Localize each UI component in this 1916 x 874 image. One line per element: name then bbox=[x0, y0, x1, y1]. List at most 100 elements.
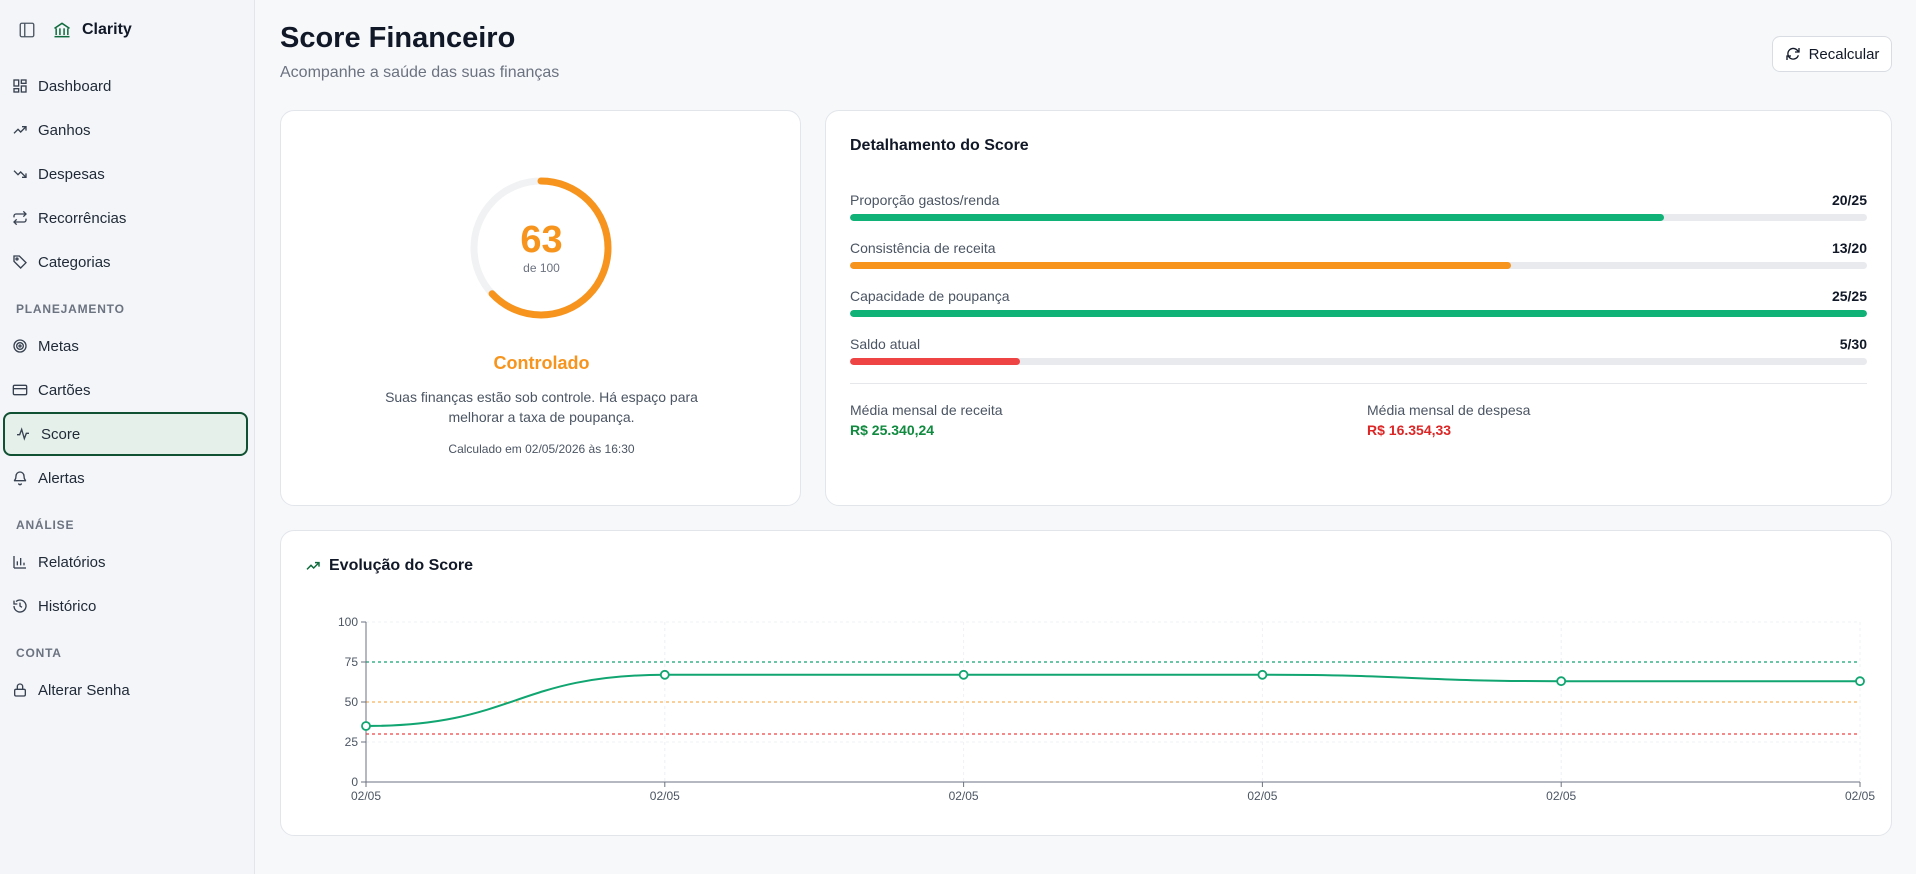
detail-bar-label: Proporção gastos/renda bbox=[850, 192, 1000, 208]
sidebar-toggle-icon[interactable] bbox=[18, 21, 36, 39]
data-point bbox=[1855, 676, 1865, 687]
data-point bbox=[1556, 676, 1567, 687]
sidebar-item-label: Alterar Senha bbox=[38, 681, 130, 699]
sidebar-item-label: Dashboard bbox=[38, 77, 112, 95]
score-value: 63 bbox=[520, 219, 563, 261]
score-calculated-at: Calculado em 02/05/2026 às 16:30 bbox=[448, 442, 635, 456]
refresh-icon bbox=[1785, 46, 1801, 62]
tags-icon bbox=[12, 254, 28, 270]
detail-bar-value: 13/20 bbox=[1831, 240, 1867, 256]
detail-bar-fill bbox=[850, 358, 1020, 365]
sidebar-item-label: Ganhos bbox=[38, 121, 91, 139]
trending-down-icon bbox=[12, 166, 28, 182]
detail-bar-track bbox=[850, 358, 1867, 365]
sidebar-item-label: Recorrências bbox=[38, 209, 127, 227]
history-icon bbox=[12, 598, 28, 614]
brand: Clarity bbox=[18, 18, 132, 42]
app-name: Clarity bbox=[82, 21, 132, 38]
sidebar-item-label: Histórico bbox=[38, 597, 97, 615]
sidebar-item-alterar-senha[interactable]: Alterar Senha bbox=[3, 669, 248, 711]
sidebar-item-label: Despesas bbox=[38, 165, 105, 183]
sidebar-item-dashboard[interactable]: Dashboard bbox=[3, 65, 248, 107]
sidebar: Clarity Dashboard Ganhos Despesas Recorr… bbox=[0, 0, 255, 874]
y-tick-label: 75 bbox=[345, 655, 359, 669]
data-point bbox=[1257, 669, 1268, 680]
x-tick-label: 02/05 bbox=[949, 789, 979, 803]
activity-icon bbox=[15, 426, 31, 442]
detail-bar-value: 5/30 bbox=[1839, 336, 1867, 352]
data-point bbox=[659, 669, 670, 680]
expense-value: R$ 16.354,33 bbox=[1367, 422, 1452, 438]
data-point bbox=[361, 721, 371, 731]
score-card: 63 de 100 Controlado Suas finanças estão… bbox=[280, 110, 801, 506]
x-tick-label: 02/05 bbox=[1247, 789, 1277, 803]
score-out-of: de 100 bbox=[523, 261, 560, 275]
evolution-title: Evolução do Score bbox=[329, 557, 474, 574]
sidebar-item-label: Score bbox=[41, 425, 81, 443]
y-tick-label: 25 bbox=[345, 735, 359, 749]
detail-bar-track bbox=[850, 310, 1867, 317]
dashboard-icon bbox=[12, 78, 28, 94]
sidebar-item-label: Metas bbox=[38, 337, 79, 355]
score-gauge-arc bbox=[470, 177, 612, 319]
trending-up-icon bbox=[12, 122, 28, 138]
score-status: Controlado bbox=[493, 353, 590, 373]
section-label-planejamento: PLANEJAMENTO bbox=[16, 302, 125, 316]
score-description: Suas finanças estão sob controle. Há esp… bbox=[385, 389, 698, 425]
sidebar-item-despesas[interactable]: Despesas bbox=[3, 153, 248, 195]
detail-bar-label: Consistência de receita bbox=[850, 240, 996, 256]
bar-chart-icon bbox=[12, 554, 28, 570]
detail-bar-value: 20/25 bbox=[1831, 192, 1867, 208]
page-title: Score Financeiro bbox=[280, 22, 516, 54]
detail-bar-fill bbox=[850, 262, 1512, 269]
credit-card-icon bbox=[12, 382, 28, 398]
y-tick-label: 50 bbox=[345, 695, 359, 709]
sidebar-item-historico[interactable]: Histórico bbox=[3, 585, 248, 627]
sidebar-item-relatorios[interactable]: Relatórios bbox=[3, 541, 248, 583]
recalcular-label: Recalcular bbox=[1808, 45, 1880, 63]
series-line bbox=[365, 673, 1860, 727]
sidebar-item-alertas[interactable]: Alertas bbox=[3, 457, 248, 499]
detail-bar-label: Saldo atual bbox=[850, 336, 921, 352]
detail-bar-label: Capacidade de poupança bbox=[850, 288, 1010, 304]
sidebar-item-categorias[interactable]: Categorias bbox=[3, 241, 248, 283]
y-tick-label: 0 bbox=[351, 775, 358, 789]
detail-bar-fill bbox=[850, 214, 1664, 221]
lock-icon bbox=[12, 682, 28, 698]
x-tick-label: 02/05 bbox=[650, 789, 680, 803]
detail-bar-track bbox=[850, 214, 1867, 221]
score-gauge bbox=[470, 177, 612, 319]
x-tick-label: 02/05 bbox=[1845, 789, 1875, 803]
sidebar-item-label: Categorias bbox=[38, 253, 111, 271]
repeat-icon bbox=[12, 210, 28, 226]
score-evolution-chart: 0 25 50 75 100 02/05 02/05 02/05 02/05 02/05 02/05 bbox=[338, 615, 1875, 803]
bank-icon bbox=[52, 20, 72, 40]
sidebar-item-label: Cartões bbox=[38, 381, 91, 399]
detail-bar-fill bbox=[850, 310, 1867, 317]
page-subtitle: Acompanhe a saúde das suas finanças bbox=[280, 64, 560, 81]
detail-bar-track bbox=[850, 262, 1867, 269]
x-tick-label: 02/05 bbox=[1546, 789, 1576, 803]
sidebar-item-recorrencias[interactable]: Recorrências bbox=[3, 197, 248, 239]
section-label-conta: CONTA bbox=[16, 646, 62, 660]
target-icon bbox=[12, 338, 28, 354]
detail-divider bbox=[850, 383, 1867, 384]
sidebar-item-score[interactable]: Score bbox=[3, 412, 248, 456]
y-tick-label: 100 bbox=[338, 615, 358, 629]
sidebar-item-cartoes[interactable]: Cartões bbox=[3, 369, 248, 411]
detail-title: Detalhamento do Score bbox=[850, 137, 1029, 154]
sidebar-item-metas[interactable]: Metas bbox=[3, 325, 248, 367]
detail-bar-value: 25/25 bbox=[1831, 288, 1867, 304]
expense-label: Média mensal de despesa bbox=[1367, 402, 1531, 418]
sidebar-item-label: Alertas bbox=[38, 469, 85, 487]
income-value: R$ 25.340,24 bbox=[850, 422, 935, 438]
data-point bbox=[958, 669, 969, 680]
x-tick-label: 02/05 bbox=[351, 789, 381, 803]
bell-icon bbox=[12, 470, 28, 486]
score-evolution-card: Evolução do Score 0 25 50 75 100 02/05 02/05 02… bbox=[280, 530, 1892, 836]
sidebar-item-ganhos[interactable]: Ganhos bbox=[3, 109, 248, 151]
income-label: Média mensal de receita bbox=[850, 402, 1003, 418]
recalcular-button[interactable]: Recalcular bbox=[1772, 36, 1892, 72]
trending-up-icon bbox=[305, 558, 321, 574]
evolution-header: Evolução do Score bbox=[305, 557, 473, 575]
